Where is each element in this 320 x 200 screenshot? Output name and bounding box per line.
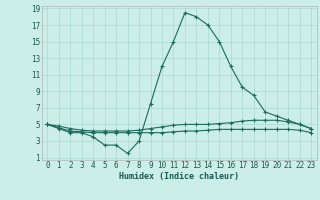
X-axis label: Humidex (Indice chaleur): Humidex (Indice chaleur) (119, 172, 239, 181)
